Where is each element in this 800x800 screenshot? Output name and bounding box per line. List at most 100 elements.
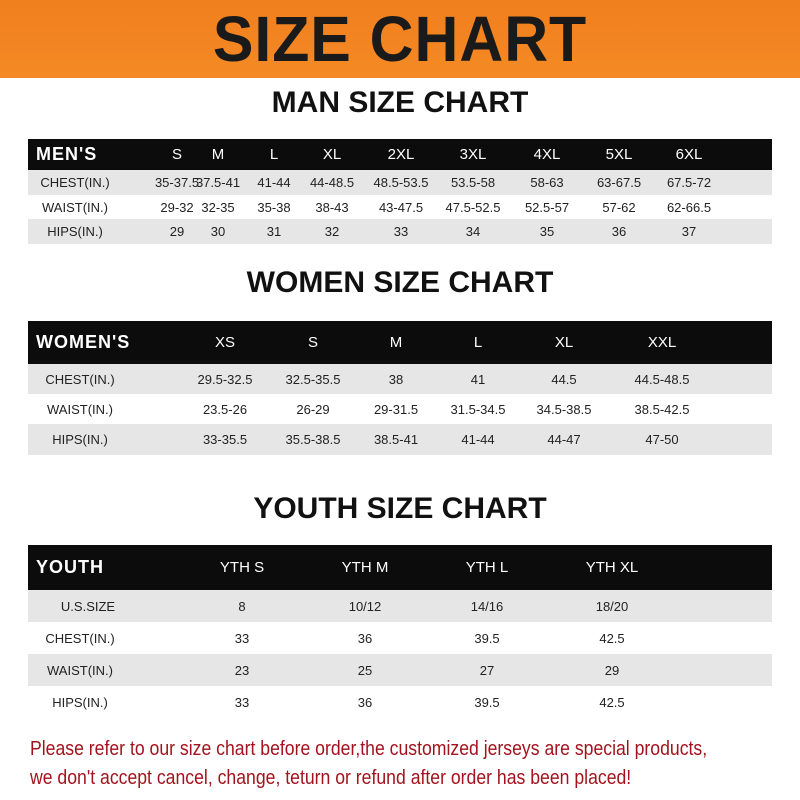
youth-title: YOUTH SIZE CHART <box>253 492 547 525</box>
measurement-cell: 44.5-48.5 <box>634 371 690 387</box>
size-header: 6XL <box>675 146 703 163</box>
measurement-cell: 41 <box>470 371 486 387</box>
size-header: XXL <box>647 334 677 351</box>
measurement-cell: 35.5-38.5 <box>285 432 341 447</box>
measurement-cell: 31 <box>266 224 282 239</box>
size-header: YTH S <box>219 559 265 576</box>
size-header: 5XL <box>605 146 633 163</box>
measurement-cell: 52.5-57 <box>524 199 570 215</box>
measurement-cell: 62-66.5 <box>666 199 712 215</box>
row-label: WAIST(IN.) <box>47 401 113 417</box>
measurement-cell: 10/12 <box>348 598 382 614</box>
measurement-cell: 34.5-38.5 <box>536 401 592 417</box>
measurement-cell: 41-44 <box>461 432 495 447</box>
size-header: M <box>389 334 403 351</box>
table-row: HIPS(IN.) 29 30 31 32 33 34 35 36 37 <box>28 219 772 244</box>
measurement-cell: 36 <box>357 630 373 646</box>
size-header: XL <box>554 334 574 351</box>
measurement-cell: 44-47 <box>547 432 581 447</box>
measurement-cell: 33 <box>234 630 250 646</box>
measurement-cell: 18/20 <box>595 598 629 614</box>
men-title: MAN SIZE CHART <box>271 86 529 119</box>
measurement-cell: 43-47.5 <box>378 199 424 215</box>
measurement-cell: 8 <box>238 598 246 614</box>
size-header: S <box>307 334 319 351</box>
measurement-cell: 30 <box>210 224 226 239</box>
youth-size-table: YOUTH YTH S YTH M YTH L YTH XL U.S.SIZE 8 10/12… <box>28 545 772 718</box>
order-notice: Please refer to our size chart before or… <box>30 734 787 792</box>
measurement-cell: 41-44 <box>257 175 291 190</box>
measurement-cell: 33 <box>393 224 409 239</box>
measurement-cell: 44.5 <box>551 371 577 387</box>
size-header: 2XL <box>387 146 415 163</box>
measurement-cell: 38.5-41 <box>373 432 419 447</box>
header-row: WOMEN'S XS S M L XL XXL <box>28 321 772 364</box>
measurement-cell: 37 <box>681 224 697 239</box>
measurement-cell: 36 <box>357 694 373 710</box>
measurement-cell: 42.5 <box>599 630 625 646</box>
header-row: MEN'S S M L XL 2XL 3XL 4XL 5XL 6XL <box>28 139 772 170</box>
row-label: U.S.SIZE <box>60 598 116 614</box>
row-label: CHEST(IN.) <box>45 371 115 387</box>
measurement-cell: 44-48.5 <box>309 175 355 190</box>
measurement-cell: 42.5 <box>599 694 625 710</box>
measurement-cell: 32-35 <box>201 199 235 215</box>
size-header: 3XL <box>459 146 487 163</box>
measurement-cell: 35-38 <box>257 199 291 215</box>
women-title: WOMEN SIZE CHART <box>246 266 554 299</box>
notice-line-1: Please refer to our size chart before or… <box>30 737 708 760</box>
measurement-cell: 53.5-58 <box>450 175 496 190</box>
measurement-cell: 35 <box>539 224 555 239</box>
measurement-cell: 67.5-72 <box>666 175 712 190</box>
measurement-cell: 38.5-42.5 <box>634 401 690 417</box>
table-row: CHEST(IN.) 35-37.5 37.5-41 41-44 44-48.5 48.5… <box>28 170 772 195</box>
size-header: XS <box>214 334 236 351</box>
size-header: YTH XL <box>585 559 639 576</box>
measurement-cell: 33 <box>234 694 250 710</box>
table-row: HIPS(IN.) 33-35.5 35.5-38.5 38.5-41 41-44 44-… <box>28 424 772 455</box>
measurement-cell: 34 <box>465 224 481 239</box>
size-header: YTH L <box>465 559 509 576</box>
table-row: WAIST(IN.) 23 25 27 29 <box>28 654 772 686</box>
table-row: U.S.SIZE 8 10/12 14/16 18/20 <box>28 590 772 622</box>
size-header: L <box>269 146 279 163</box>
table-row: CHEST(IN.) 29.5-32.5 32.5-35.5 38 41 44.5 44.5… <box>28 364 772 394</box>
row-label: HIPS(IN.) <box>52 432 108 447</box>
table-row: HIPS(IN.) 33 36 39.5 42.5 <box>28 686 772 718</box>
size-header: L <box>473 334 483 351</box>
measurement-cell: 26-29 <box>296 401 330 417</box>
measurement-cell: 38-43 <box>315 199 349 215</box>
row-label: CHEST(IN.) <box>45 630 115 646</box>
row-label: CHEST(IN.) <box>40 175 110 190</box>
notice-line-2: we don't accept cancel, change, teturn o… <box>30 766 632 789</box>
women-size-table: WOMEN'S XS S M L XL XXL CHEST(IN.) 29.5-32.5 32.5… <box>28 321 772 455</box>
measurement-cell: 25 <box>357 662 373 678</box>
banner-title: SIZE CHART <box>212 3 588 75</box>
table-row: CHEST(IN.) 33 36 39.5 42.5 <box>28 622 772 654</box>
measurement-cell: 29-32 <box>160 199 194 215</box>
measurement-cell: 47.5-52.5 <box>445 199 501 215</box>
measurement-cell: 39.5 <box>474 694 500 710</box>
measurement-cell: 32 <box>324 224 340 239</box>
measurement-cell: 14/16 <box>470 598 504 614</box>
measurement-cell: 63-67.5 <box>596 175 642 190</box>
measurement-cell: 29 <box>169 224 185 239</box>
measurement-cell: 37.5-41 <box>195 175 241 190</box>
row-label: WAIST(IN.) <box>47 662 113 678</box>
measurement-cell: 39.5 <box>474 630 500 646</box>
table-title-cell: WOMEN'S <box>36 332 131 352</box>
measurement-cell: 33-35.5 <box>202 432 248 447</box>
size-header: S <box>171 146 183 163</box>
measurement-cell: 27 <box>479 662 495 678</box>
row-label: HIPS(IN.) <box>52 694 108 710</box>
measurement-cell: 31.5-34.5 <box>450 401 506 417</box>
measurement-cell: 35-37.5 <box>154 175 200 190</box>
size-header: 4XL <box>533 146 561 163</box>
measurement-cell: 48.5-53.5 <box>373 175 429 190</box>
header-row: YOUTH YTH S YTH M YTH L YTH XL <box>28 545 772 590</box>
measurement-cell: 29 <box>604 662 620 678</box>
measurement-cell: 57-62 <box>602 199 636 215</box>
measurement-cell: 47-50 <box>645 432 679 447</box>
banner: SIZE CHART <box>0 0 800 78</box>
size-header: YTH M <box>341 559 389 576</box>
